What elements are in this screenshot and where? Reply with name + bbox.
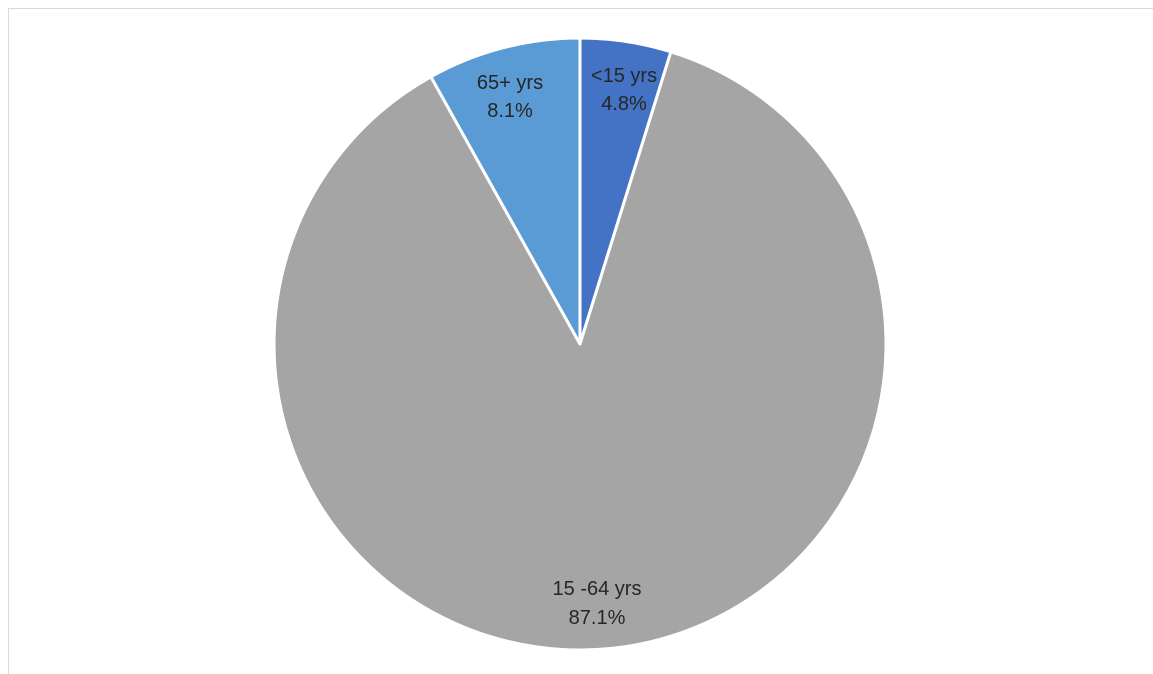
slice-value-label-0: 4.8% xyxy=(601,93,647,115)
slice-value-label-2: 8.1% xyxy=(487,100,533,122)
chart-area xyxy=(8,8,1153,674)
slice-value-label-1: 87.1% xyxy=(569,607,626,629)
pie-slices xyxy=(272,36,888,652)
slice-label-2: 65+ yrs xyxy=(477,72,543,94)
pie-labels: <15 yrs 4.8% 15 -64 yrs 87.1% 65+ yrs 8.1% xyxy=(477,65,657,629)
slice-label-1: 15 -64 yrs xyxy=(553,578,642,600)
pie-slice-1 xyxy=(272,50,888,652)
pie-slice-2 xyxy=(429,36,582,346)
slice-label-0: <15 yrs xyxy=(591,65,657,87)
